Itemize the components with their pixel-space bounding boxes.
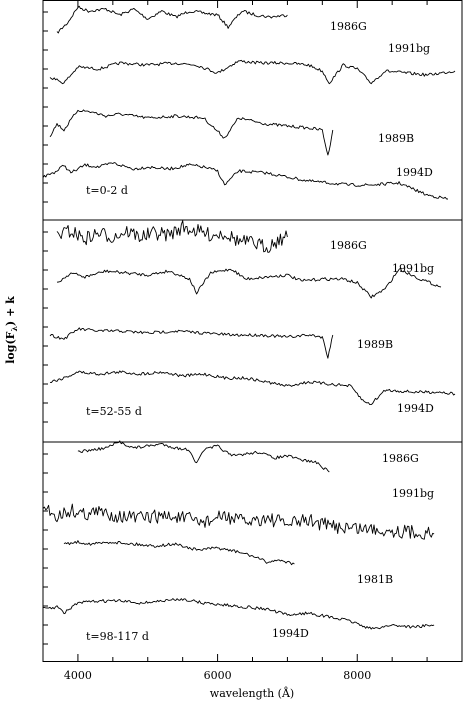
spectrum-1981B-panel-3: [63, 540, 295, 566]
spectrum-1994D-panel-2: [49, 370, 456, 406]
y-axis-label-sub: λ: [9, 326, 19, 332]
series-label-1994D-panel-3: 1994D: [272, 627, 309, 640]
series-label-1986G-panel-3: 1986G: [382, 452, 419, 465]
series-label-1994D-panel-1: 1994D: [396, 166, 433, 179]
epoch-label-panel-3: t=98-117 d: [86, 630, 149, 643]
series-label-1989B-panel-2: 1989B: [357, 338, 393, 351]
y-axis-label-main: log(F: [4, 331, 17, 363]
series-label-1986G-panel-2: 1986G: [330, 239, 367, 252]
spectrum-1986G-panel-2: [56, 220, 288, 253]
x-tick-label-6000: 6000: [204, 669, 232, 682]
svg-text:log(Fλ) + k: log(Fλ) + k: [4, 296, 19, 364]
x-axis-label: wavelength (Å): [210, 686, 294, 700]
series-label-1991bg-panel-2: 1991bg: [392, 262, 434, 275]
spectrum-1994D-panel-1: [42, 162, 448, 200]
series-label-1989B-panel-1: 1989B: [378, 132, 414, 145]
spectra-series: [42, 5, 456, 630]
epoch-label-panel-1: t=0-2 d: [86, 184, 128, 197]
series-label-1991bg-panel-1: 1991bg: [388, 42, 430, 55]
spectrum-1991bg-panel-2: [56, 267, 442, 299]
series-label-1986G-panel-1: 1986G: [330, 20, 367, 33]
spectrum-1989B-panel-2: [49, 327, 334, 359]
x-tick-label-8000: 8000: [343, 669, 371, 682]
y-axis-label: log(Fλ) + k: [4, 296, 19, 364]
spectrum-1991bg-panel-1: [49, 59, 456, 85]
y-axis-label-tail: ) + k: [4, 296, 17, 326]
x-tick-label-4000: 4000: [64, 669, 92, 682]
spectrum-1986G-panel-3: [77, 440, 330, 473]
epoch-label-panel-2: t=52-55 d: [86, 405, 142, 418]
spectra-labels: 1986G 1991bg 1989B 1994D 1986G 1991bg 1989B 199…: [272, 20, 434, 640]
series-label-1994D-panel-2: 1994D: [397, 402, 434, 415]
spectrum-1994D-panel-3: [42, 598, 435, 630]
series-label-1991bg-panel-3: 1991bg: [392, 487, 434, 500]
axis-ticks: [43, 1, 428, 661]
spectrum-1989B-panel-1: [49, 109, 334, 156]
plot-frame: [42, 0, 463, 662]
epoch-labels: t=0-2 d t=52-55 d t=98-117 d: [86, 184, 149, 643]
series-label-1981B-panel-3: 1981B: [357, 573, 393, 586]
x-tick-labels: 4000 6000 8000: [64, 669, 371, 682]
spectrum-1991bg-panel-3: [42, 503, 435, 540]
spectrum-1986G-panel-1: [56, 5, 288, 34]
